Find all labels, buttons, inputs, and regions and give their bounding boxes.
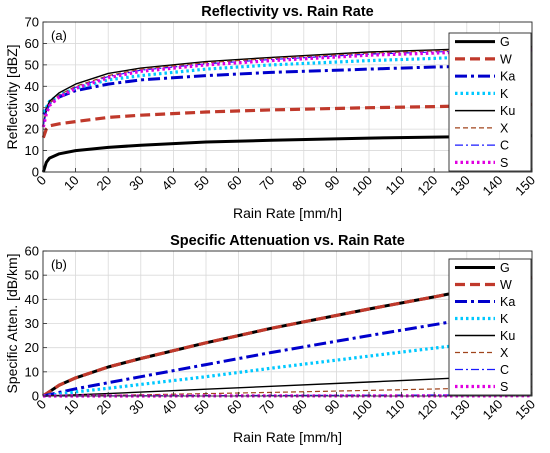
x-tick-label: 110 <box>382 397 407 422</box>
panel-label: (b) <box>51 257 67 272</box>
x-axis-label: Rain Rate [mm/h] <box>233 205 342 221</box>
y-tick-label: 20 <box>25 340 39 355</box>
x-tick-label: 20 <box>93 397 114 418</box>
x-tick-label: 110 <box>382 173 407 198</box>
x-tick-label: 80 <box>289 173 310 194</box>
x-tick-label: 100 <box>349 173 375 199</box>
legend-label: C <box>500 139 509 153</box>
x-tick-label: 50 <box>191 173 212 194</box>
legend-label: Ku <box>500 104 515 118</box>
legend-label: K <box>500 312 509 326</box>
panel-label: (a) <box>51 28 67 43</box>
legend-label: G <box>500 35 510 49</box>
x-tick-label: 140 <box>480 173 506 199</box>
attenuation-panel: 0 10 20 30 40 50 60 70 80 90 100 110 120 130 140 150010… <box>4 233 538 445</box>
y-tick-label: 70 <box>25 15 39 30</box>
y-tick-label: 30 <box>25 100 39 115</box>
x-tick-label: 20 <box>93 173 114 194</box>
legend-label: Ka <box>500 70 515 84</box>
y-tick-label: 0 <box>32 165 39 180</box>
y-tick-label: 10 <box>25 143 39 158</box>
chart-title: Reflectivity vs. Rain Rate <box>201 4 373 20</box>
legend-box <box>448 32 532 172</box>
y-tick-label: 30 <box>25 316 39 331</box>
legend-label: K <box>500 87 509 101</box>
x-tick-label: 90 <box>322 397 343 418</box>
x-tick-label: 30 <box>126 397 147 418</box>
x-tick-label: 60 <box>224 397 245 418</box>
legend-box <box>448 258 532 396</box>
series-line-s <box>41 48 533 128</box>
x-tick-label: 130 <box>447 173 473 199</box>
y-axis-label: Reflectivity [dBZ] <box>4 44 20 149</box>
series-line-g <box>41 134 533 173</box>
legend: GW Ka K Ku XCS <box>448 32 532 172</box>
x-tick-label: 60 <box>224 173 245 194</box>
legend-label: Ku <box>500 329 515 343</box>
legend-label: G <box>500 261 510 275</box>
x-tick-label: 10 <box>61 173 82 194</box>
y-tick-label: 50 <box>25 268 39 283</box>
legend-label: C <box>500 363 509 377</box>
x-tick-label: 10 <box>61 397 82 418</box>
y-axis-label: Specific Atten. [dB/km] <box>4 253 20 393</box>
legend: GW Ka K Ku XCS <box>448 258 532 396</box>
y-tick-label: 0 <box>32 389 39 404</box>
axes-frame <box>42 21 533 173</box>
x-tick-label: 150 <box>512 397 538 423</box>
reflectivity-panel: 0 10 20 30 40 50 60 70 80 90 100 110 120 130 140 150010… <box>4 4 538 221</box>
y-tick-label: 20 <box>25 122 39 137</box>
legend-label: Ka <box>500 295 515 309</box>
legend-label: W <box>500 52 512 66</box>
x-tick-label: 30 <box>126 173 147 194</box>
x-tick-label: 40 <box>159 173 180 194</box>
y-tick-label: 60 <box>25 36 39 51</box>
series-line-ku <box>42 45 533 126</box>
legend-label: X <box>500 346 509 360</box>
x-axis-label: Rain Rate [mm/h] <box>233 429 342 445</box>
chart-title: Specific Attenuation vs. Rain Rate <box>170 233 405 249</box>
x-tick-label: 50 <box>191 397 212 418</box>
series-line-ka <box>42 306 533 398</box>
y-tick-label: 10 <box>25 364 39 379</box>
x-tick-label: 70 <box>256 397 277 418</box>
y-tick-label: 40 <box>25 292 39 307</box>
x-tick-label: 100 <box>349 397 375 423</box>
x-tick-label: 120 <box>414 397 440 423</box>
x-tick-label: 150 <box>512 173 538 199</box>
x-tick-label: 70 <box>256 173 277 194</box>
x-tick-label: 90 <box>322 173 343 194</box>
y-tick-label: 60 <box>25 244 39 259</box>
legend-label: X <box>500 121 509 135</box>
x-tick-label: 140 <box>480 397 506 423</box>
legend-label: S <box>500 380 508 394</box>
legend-label: W <box>500 278 512 292</box>
x-tick-label: 80 <box>289 397 310 418</box>
x-tick-label: 130 <box>447 397 473 423</box>
legend-label: S <box>500 156 508 170</box>
y-tick-label: 40 <box>25 79 39 94</box>
x-tick-label: 120 <box>414 173 440 199</box>
x-tick-label: 40 <box>159 397 180 418</box>
y-tick-label: 50 <box>25 57 39 72</box>
series-line-w <box>42 276 533 398</box>
